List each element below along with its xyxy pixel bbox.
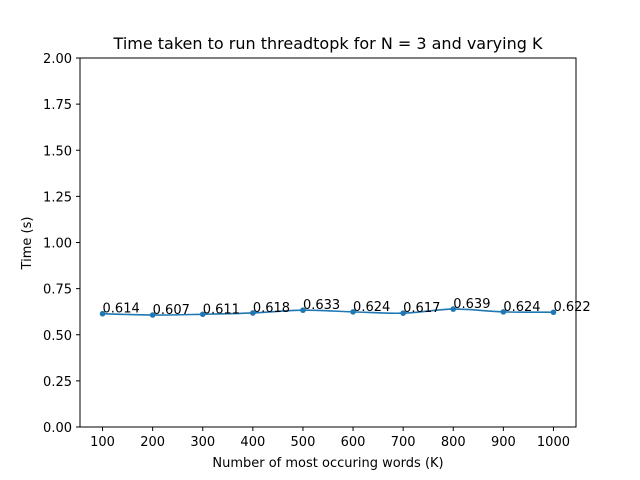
x-axis-label: Number of most occuring words (K)	[212, 456, 443, 471]
y-tick-label: 0.50	[43, 329, 72, 344]
data-label: 0.611	[203, 302, 240, 317]
data-label: 0.633	[303, 298, 340, 313]
data-point	[149, 312, 156, 318]
x-tick-label: 100	[90, 435, 115, 450]
y-tick-label: 1.25	[43, 190, 72, 205]
y-axis-label: Time (s)	[20, 217, 35, 271]
data-label: 0.614	[103, 302, 140, 317]
x-tick-label: 200	[140, 435, 165, 450]
data-point	[350, 309, 356, 315]
series-line	[102, 308, 554, 316]
data-point	[500, 309, 507, 315]
x-tick-label: 300	[190, 435, 215, 450]
data-label: 0.639	[453, 297, 490, 312]
data-point	[250, 310, 256, 316]
data-point	[400, 310, 406, 316]
y-tick-label: 0.75	[43, 283, 72, 298]
x-tick-label: 900	[491, 435, 516, 450]
x-tick-label: 800	[441, 435, 466, 450]
y-tick-label: 1.50	[43, 144, 72, 159]
y-axis: 0.00 0.25 0.50 0.75 1.00 1.25 1.50 1.75 2.00	[43, 52, 80, 436]
x-tick-label: 500	[291, 435, 316, 450]
y-tick-label: 2.00	[43, 52, 72, 67]
data-point	[199, 311, 206, 318]
data-point	[300, 307, 306, 314]
data-label: 0.624	[503, 300, 540, 315]
x-tick-label: 600	[341, 435, 366, 450]
x-axis: 100 200 300 400 500 600 700 800 900 1000	[90, 427, 570, 450]
chart-title: Time taken to run threadtopk for N = 3 a…	[113, 34, 543, 53]
y-tick-label: 1.75	[43, 98, 72, 113]
data-point	[450, 306, 457, 312]
y-tick-label: 0.25	[43, 375, 72, 390]
data-label: 0.607	[153, 303, 190, 318]
x-tick-label: 1000	[537, 435, 570, 450]
data-point	[99, 310, 106, 317]
data-label: 0.618	[253, 301, 290, 316]
x-tick-label: 700	[391, 435, 416, 450]
plot-area: 0.614 0.607 0.611 0.618 0.633 0.624 0.617 0.639…	[99, 297, 591, 318]
data-label: 0.617	[403, 301, 440, 316]
data-point	[550, 309, 557, 316]
data-label: 0.624	[353, 300, 390, 315]
data-label: 0.622	[553, 300, 590, 315]
x-tick-label: 400	[240, 435, 265, 450]
y-tick-label: 1.00	[43, 237, 72, 252]
y-tick-label: 0.00	[43, 421, 72, 436]
